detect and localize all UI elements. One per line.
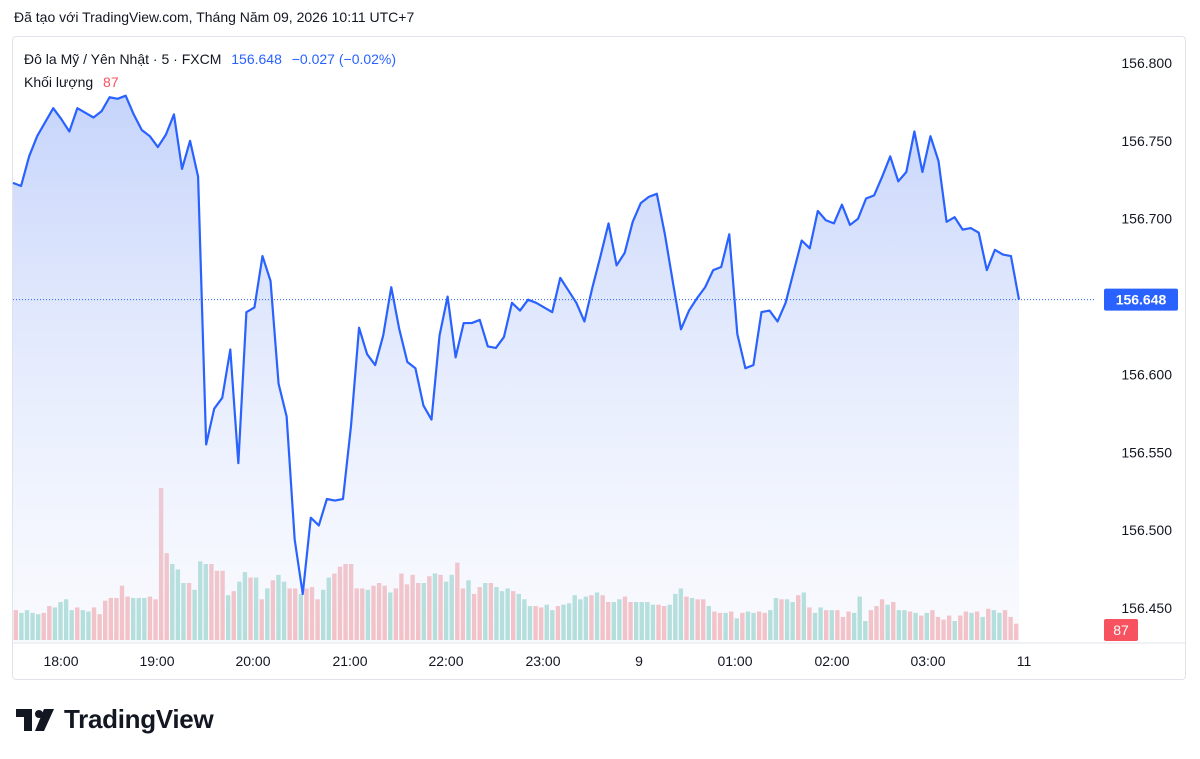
x-tick-label: 03:00 bbox=[910, 653, 945, 669]
x-tick-label: 02:00 bbox=[814, 653, 849, 669]
last-price-badge bbox=[1104, 288, 1178, 311]
axes: 156.800156.750156.700156.650156.600156.5… bbox=[12, 55, 1186, 669]
x-tick-label: 22:00 bbox=[428, 653, 463, 669]
legend: Đô la Mỹ / Yên Nhật · 5 · FXCM 156.648 −… bbox=[24, 48, 396, 94]
volume-badge-label: 87 bbox=[1113, 622, 1129, 638]
x-tick-label: 21:00 bbox=[332, 653, 367, 669]
x-tick-label: 01:00 bbox=[717, 653, 752, 669]
last-price: 156.648 bbox=[231, 51, 282, 67]
tradingview-logo-icon bbox=[16, 708, 54, 731]
volume-row: Khối lượng 87 bbox=[24, 71, 396, 94]
y-tick-label: 156.600 bbox=[1121, 366, 1172, 382]
x-tick-label: 20:00 bbox=[235, 653, 270, 669]
chart-frame[interactable] bbox=[12, 36, 1186, 680]
x-tick-label: 9 bbox=[635, 653, 643, 669]
volume-label[interactable]: Khối lượng bbox=[24, 74, 94, 90]
y-tick-label: 156.550 bbox=[1121, 444, 1172, 460]
last-price-badge-label: 156.648 bbox=[1116, 292, 1167, 308]
y-tick-label: 156.750 bbox=[1121, 133, 1172, 149]
y-tick-label: 156.450 bbox=[1121, 600, 1172, 616]
price-area-fill bbox=[13, 95, 1019, 642]
volume-badge bbox=[1104, 619, 1138, 641]
x-tick-label: 18:00 bbox=[43, 653, 78, 669]
price-area bbox=[12, 94, 1096, 642]
x-tick-label: 23:00 bbox=[525, 653, 560, 669]
price-line bbox=[12, 94, 1021, 596]
x-tick-label: 19:00 bbox=[139, 653, 174, 669]
price-change: −0.027 (−0.02%) bbox=[291, 51, 397, 67]
tradingview-logo[interactable]: TradingView bbox=[16, 704, 214, 735]
volume-value: 87 bbox=[103, 74, 119, 90]
y-tick-label: 156.700 bbox=[1121, 211, 1172, 227]
x-tick-label: 11 bbox=[1017, 653, 1032, 669]
symbol-row: Đô la Mỹ / Yên Nhật · 5 · FXCM 156.648 −… bbox=[24, 48, 396, 71]
chart-caption: Đã tạo với TradingView.com, Tháng Năm 09… bbox=[14, 9, 415, 25]
tradingview-logo-text: TradingView bbox=[64, 704, 214, 734]
y-tick-label: 156.500 bbox=[1121, 522, 1172, 538]
symbol-name[interactable]: Đô la Mỹ / Yên Nhật · 5 · FXCM bbox=[24, 51, 222, 67]
y-tick-label: 156.800 bbox=[1121, 55, 1172, 71]
